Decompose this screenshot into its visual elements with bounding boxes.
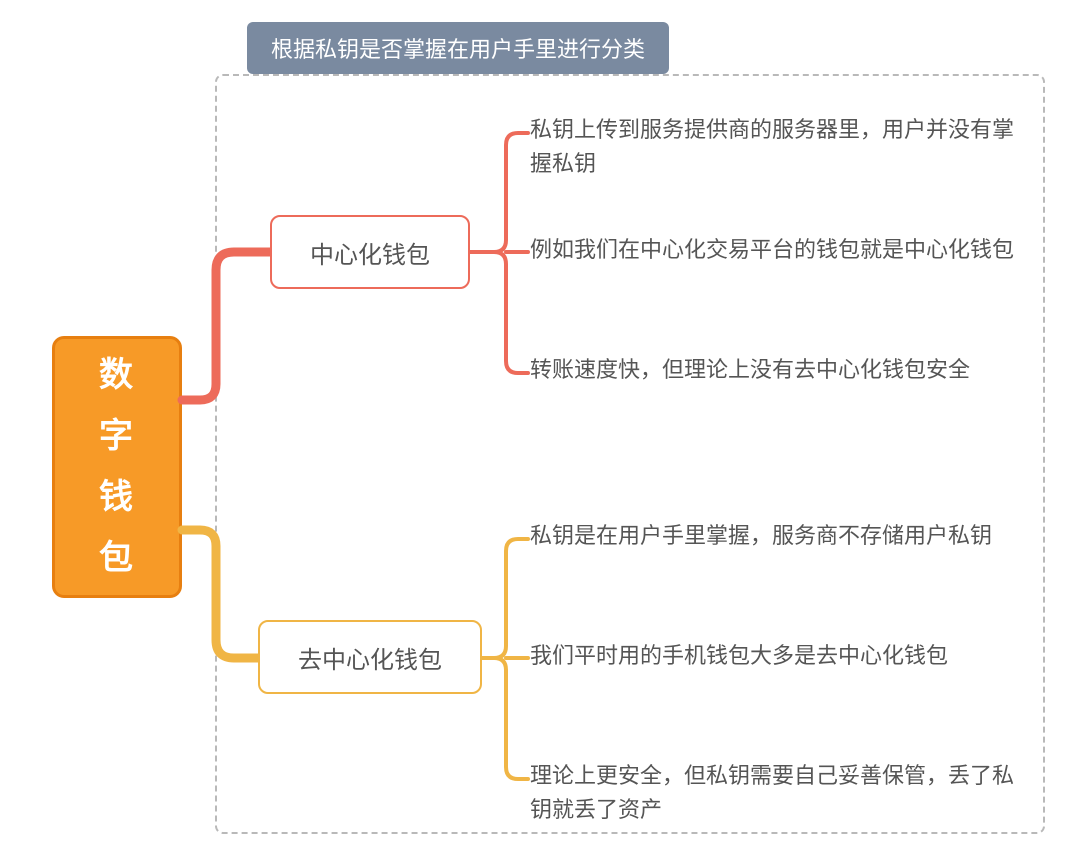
- leaf-decentralized-1: 我们平时用的手机钱包大多是去中心化钱包: [530, 639, 1020, 673]
- connector-root-to-decentralized: [182, 530, 258, 658]
- leaf-centralized-1: 例如我们在中心化交易平台的钱包就是中心化钱包: [530, 233, 1020, 267]
- brace-centralized: [470, 133, 528, 373]
- brace-decentralized: [482, 539, 528, 779]
- classification-header: 根据私钥是否掌握在用户手里进行分类: [247, 22, 669, 74]
- connector-root-to-centralized: [182, 252, 270, 400]
- branch-node-centralized: 中心化钱包: [270, 215, 470, 289]
- branch-node-decentralized: 去中心化钱包: [258, 620, 482, 694]
- leaf-centralized-2: 转账速度快，但理论上没有去中心化钱包安全: [530, 353, 1020, 387]
- leaf-decentralized-2: 理论上更安全，但私钥需要自己妥善保管，丢了私钥就丢了资产: [530, 759, 1020, 827]
- leaf-centralized-0: 私钥上传到服务提供商的服务器里，用户并没有掌握私钥: [530, 113, 1020, 181]
- leaf-decentralized-0: 私钥是在用户手里掌握，服务商不存储用户私钥: [530, 519, 1020, 553]
